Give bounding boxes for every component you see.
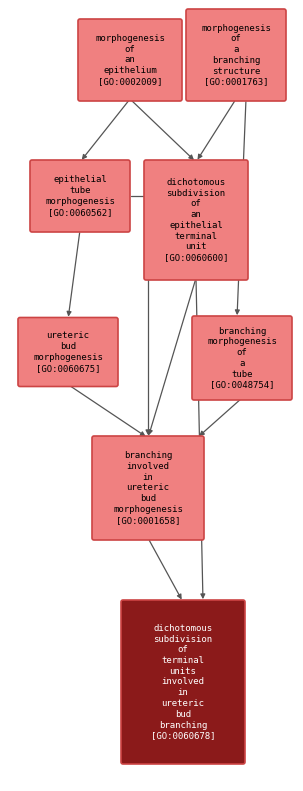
Text: morphogenesis
of
a
branching
structure
[GO:0001763]: morphogenesis of a branching structure [… [201,24,271,86]
FancyBboxPatch shape [192,316,292,400]
FancyBboxPatch shape [30,160,130,232]
FancyBboxPatch shape [144,160,248,280]
Text: morphogenesis
of
an
epithelium
[GO:0002009]: morphogenesis of an epithelium [GO:00020… [95,34,165,86]
FancyBboxPatch shape [78,19,182,101]
Text: epithelial
tube
morphogenesis
[GO:0060562]: epithelial tube morphogenesis [GO:006056… [45,176,115,217]
FancyBboxPatch shape [92,436,204,540]
Text: branching
morphogenesis
of
a
tube
[GO:0048754]: branching morphogenesis of a tube [GO:00… [207,327,277,389]
Text: dichotomous
subdivision
of
an
epithelial
terminal
unit
[GO:0060600]: dichotomous subdivision of an epithelial… [164,178,228,262]
Text: dichotomous
subdivision
of
terminal
units
involved
in
ureteric
bud
branching
[GO: dichotomous subdivision of terminal unit… [151,624,215,740]
FancyBboxPatch shape [18,317,118,387]
Text: branching
involved
in
ureteric
bud
morphogenesis
[GO:0001658]: branching involved in ureteric bud morph… [113,451,183,524]
FancyBboxPatch shape [186,9,286,101]
Text: ureteric
bud
morphogenesis
[GO:0060675]: ureteric bud morphogenesis [GO:0060675] [33,331,103,373]
FancyBboxPatch shape [121,600,245,764]
